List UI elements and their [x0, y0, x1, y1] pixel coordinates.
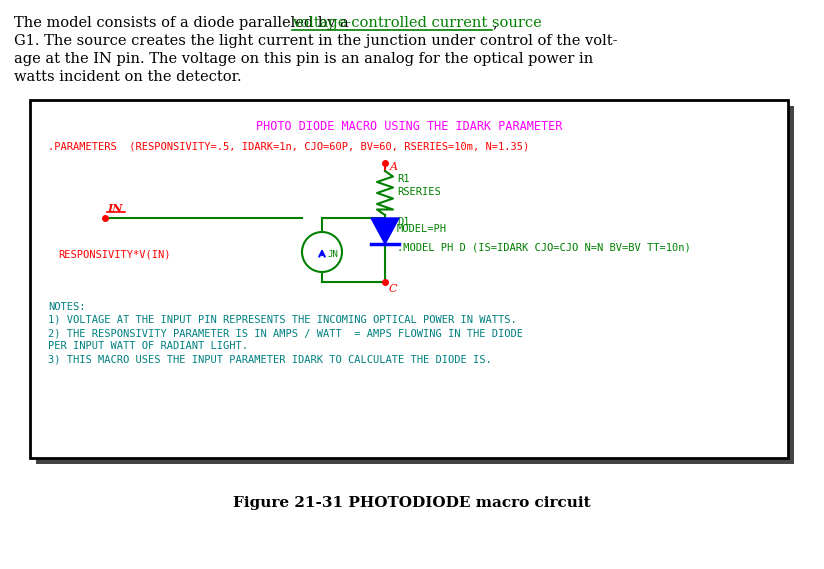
Text: watts incident on the detector.: watts incident on the detector. [14, 70, 241, 84]
Text: G1. The source creates the light current in the junction under control of the vo: G1. The source creates the light current… [14, 34, 617, 48]
Text: NOTES:: NOTES: [48, 302, 86, 312]
Text: RSERIES: RSERIES [397, 187, 441, 197]
Text: ,: , [492, 16, 497, 30]
Text: RESPONSIVITY*V(IN): RESPONSIVITY*V(IN) [58, 249, 171, 259]
Text: C: C [389, 284, 397, 294]
Text: D1: D1 [397, 217, 410, 227]
Text: IN: IN [107, 203, 123, 214]
Text: MODEL=PH: MODEL=PH [397, 224, 447, 234]
Bar [36, 106, 794, 464]
Text: 1) VOLTAGE AT THE INPUT PIN REPRESENTS THE INCOMING OPTICAL POWER IN WATTS.: 1) VOLTAGE AT THE INPUT PIN REPRESENTS T… [48, 315, 517, 325]
Text: 2) THE RESPONSIVITY PARAMETER IS IN AMPS / WATT  = AMPS FLOWING IN THE DIODE: 2) THE RESPONSIVITY PARAMETER IS IN AMPS… [48, 328, 523, 338]
Text: PER INPUT WATT OF RADIANT LIGHT.: PER INPUT WATT OF RADIANT LIGHT. [48, 341, 248, 351]
Text: voltage-controlled current source: voltage-controlled current source [293, 16, 542, 30]
Polygon shape [371, 218, 399, 244]
Text: The model consists of a diode paralleled by a: The model consists of a diode paralleled… [14, 16, 353, 30]
Text: .PARAMETERS  (RESPONSIVITY=.5, IDARK=1n, CJO=60P, BV=60, RSERIES=10m, N=1.35): .PARAMETERS (RESPONSIVITY=.5, IDARK=1n, … [48, 141, 529, 151]
Text: R1: R1 [397, 174, 410, 184]
Text: .MODEL PH D (IS=IDARK CJO=CJO N=N BV=BV TT=10n): .MODEL PH D (IS=IDARK CJO=CJO N=N BV=BV … [397, 242, 691, 252]
Text: Figure 21-31 PHOTODIODE macro circuit: Figure 21-31 PHOTODIODE macro circuit [233, 496, 591, 510]
Bar [30, 100, 788, 458]
Text: A: A [390, 162, 398, 172]
Text: 3) THIS MACRO USES THE INPUT PARAMETER IDARK TO CALCULATE THE DIODE IS.: 3) THIS MACRO USES THE INPUT PARAMETER I… [48, 354, 492, 364]
Text: age at the IN pin. The voltage on this pin is an analog for the optical power in: age at the IN pin. The voltage on this p… [14, 52, 593, 66]
Text: JN: JN [327, 249, 338, 258]
Text: PHOTO DIODE MACRO USING THE IDARK PARAMETER: PHOTO DIODE MACRO USING THE IDARK PARAME… [255, 120, 562, 133]
